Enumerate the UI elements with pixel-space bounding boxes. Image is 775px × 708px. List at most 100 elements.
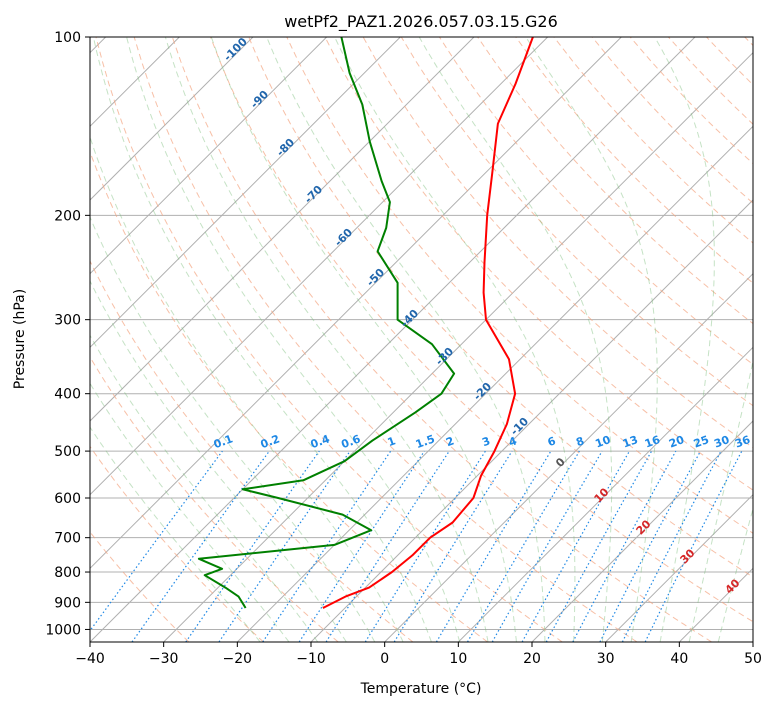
mixing-ratio-label: 0.6	[340, 432, 363, 451]
isotherm-line	[90, 37, 696, 642]
moist-adiabat-line	[164, 37, 489, 642]
x-axis-label: Temperature (°C)	[360, 681, 482, 697]
y-tick-label: 900	[54, 595, 81, 611]
moist-adiabat-line	[210, 37, 517, 642]
y-tick-label: 800	[54, 565, 81, 581]
x-tick-label: 50	[744, 651, 762, 667]
x-tick-label: 10	[449, 651, 467, 667]
mixing-ratio-label: 0.2	[259, 432, 282, 451]
mixing-ratio-lines	[90, 450, 743, 642]
axes-ticks: −40 −30 −20 −10 0 10 20 30 40 50 1000 900 800 700 600 5…	[45, 30, 762, 667]
dry-adiabat-line	[210, 37, 753, 623]
dry-adiabat-line	[133, 37, 638, 642]
mixing-ratio-line	[393, 450, 513, 642]
moist-adiabat-line	[90, 426, 261, 642]
mixing-ratio-line	[572, 450, 677, 642]
y-tick-label: 1000	[45, 622, 81, 638]
moist-adiabat-line	[90, 135, 404, 642]
x-tick-label: −40	[75, 651, 105, 667]
dry-adiabat-line	[171, 37, 712, 642]
isotherm-line	[90, 37, 254, 201]
dry-adiabat-line	[90, 356, 339, 642]
moist-adiabat-line	[90, 382, 290, 642]
dry-adiabat-line	[324, 37, 753, 491]
x-tick-label: 0	[380, 651, 389, 667]
isotherm-line	[90, 37, 328, 275]
mixing-ratio-label: 10	[593, 433, 612, 451]
mixing-ratio-line	[644, 450, 743, 642]
mixing-ratio-line	[131, 450, 270, 642]
mixing-ratio-label: 2	[444, 434, 456, 449]
mixing-ratio-label: 20	[667, 433, 686, 451]
mixing-ratio-line	[262, 450, 392, 642]
y-tick-label: 700	[54, 531, 81, 547]
mixing-ratio-label: 36	[733, 433, 752, 451]
mixing-ratio-label: 1	[386, 434, 398, 449]
moist-adiabat-line	[717, 506, 753, 642]
isotherm-line	[90, 37, 401, 349]
dewpoint-profile-line	[197, 37, 456, 609]
mixing-ratio-label: 0.4	[309, 432, 332, 451]
mixing-ratio-label: 4	[507, 434, 519, 449]
dry-adiabat-line	[515, 37, 753, 284]
mixing-ratio-label: 0.1	[212, 432, 235, 451]
moist-adiabat-line	[126, 37, 461, 642]
x-tick-label: −20	[223, 651, 253, 667]
grid-layer	[90, 37, 753, 630]
mixing-ratio-line	[185, 450, 320, 642]
mixing-ratio-line	[218, 450, 351, 642]
mixing-ratio-line	[521, 450, 631, 642]
y-tick-label: 600	[54, 491, 81, 507]
plot-frame	[89, 36, 754, 643]
mixing-ratio-line	[545, 450, 653, 642]
x-tick-label: 20	[523, 651, 541, 667]
isotherm-line	[90, 37, 475, 422]
profile-series	[197, 37, 534, 609]
moist-adiabat-line	[334, 37, 576, 642]
mixing-ratio-label: 1.5	[414, 432, 437, 451]
isotherm-line	[90, 37, 622, 570]
isotherm-line	[384, 272, 753, 642]
mixing-ratio-label: 30	[712, 433, 731, 451]
mixing-ratio-line	[90, 450, 223, 632]
y-axis-label: Pressure (hPa)	[12, 289, 28, 389]
isotherm-line	[163, 51, 753, 642]
x-tick-label: 30	[597, 651, 615, 667]
mixing-ratio-label: 25	[692, 433, 711, 450]
mixing-ratio-label: 6	[546, 434, 558, 449]
dry-adiabats	[90, 37, 753, 642]
mixing-ratio-label: 8	[574, 434, 586, 449]
moist-adiabat-line	[688, 358, 753, 642]
x-tick-label: −10	[296, 651, 326, 667]
isotherm-line	[605, 493, 753, 642]
dry-adiabat-line	[95, 37, 563, 642]
y-tick-label: 400	[54, 387, 81, 403]
moist-adiabat-line	[654, 37, 715, 642]
moist-adiabat-line	[266, 37, 546, 642]
isotherm-line	[457, 346, 753, 642]
y-tick-label: 100	[54, 30, 81, 46]
chart-title: wetPf2_PAZ1.2026.057.03.15.G26	[284, 12, 558, 32]
isotherm-line	[752, 641, 753, 642]
moist-adiabat-line	[525, 37, 658, 642]
temperature-profile-line	[322, 37, 534, 609]
moist-adiabat-line	[92, 37, 432, 642]
mixing-ratio-label: 13	[621, 433, 640, 450]
isotherm-line	[90, 37, 549, 496]
y-tick-label: 300	[54, 313, 81, 329]
y-tick-label: 500	[54, 444, 81, 460]
mixing-ratio-label: 16	[643, 433, 662, 451]
mixing-ratio-line	[298, 450, 425, 642]
dry-adiabat-line	[248, 37, 753, 578]
isotherm-line	[236, 125, 753, 642]
y-tick-label: 200	[54, 208, 81, 224]
moist-adiabat-line	[90, 334, 319, 642]
dry-adiabat-line	[286, 37, 753, 534]
moist-adiabat-line	[418, 37, 613, 642]
x-tick-label: 40	[670, 651, 688, 667]
isotherm-line	[531, 420, 753, 642]
x-tick-label: −30	[149, 651, 179, 667]
plot-background	[90, 37, 753, 642]
